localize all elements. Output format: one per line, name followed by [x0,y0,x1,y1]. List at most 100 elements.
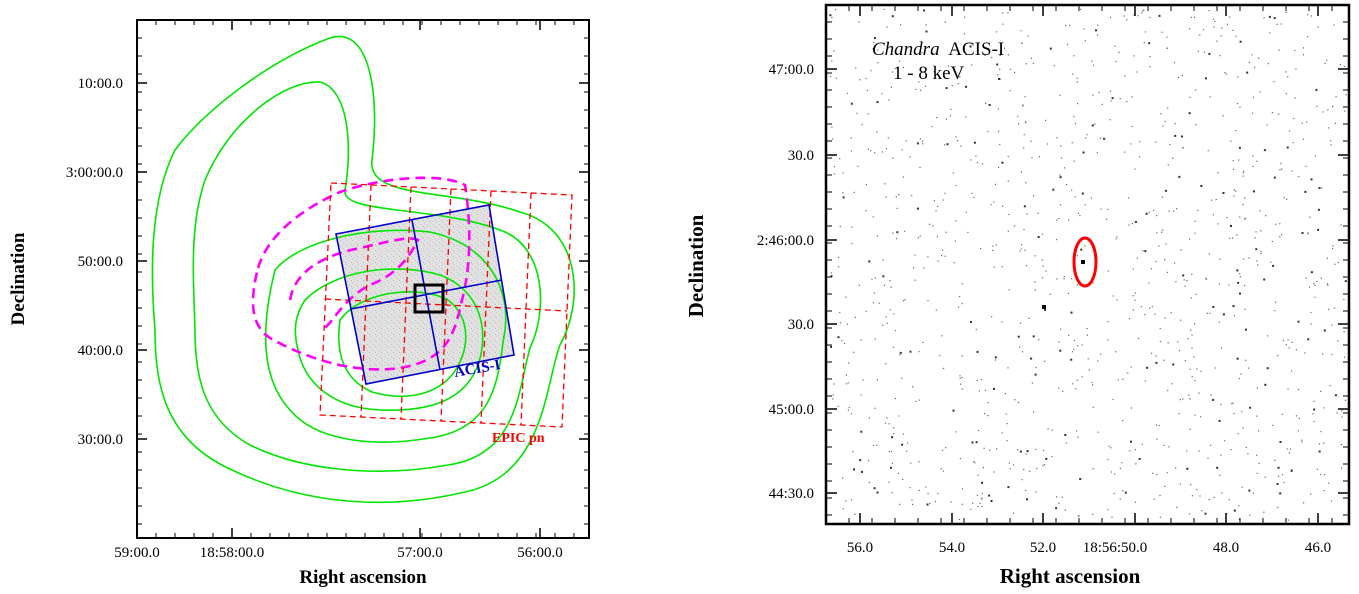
photon-event [1305,165,1307,167]
photon-event [965,85,967,88]
photon-event [902,176,904,178]
photon-event [975,328,977,331]
photon-event [1076,81,1078,83]
photon-event [1034,289,1036,291]
photon-event [1101,103,1103,105]
photon-event [890,86,892,88]
photon-event [1148,42,1151,45]
photon-event [1326,283,1328,285]
photon-event [889,309,891,311]
photon-event [854,513,856,515]
photon-event [901,149,903,151]
contours [151,35,575,504]
photon-event [1186,450,1188,452]
photon-event [918,489,920,491]
photon-event [1001,161,1004,164]
photon-event [1112,295,1114,297]
photon-event [1076,255,1078,257]
right-minor-ticks [825,4,1349,524]
photon-event [1038,339,1040,341]
photon-event [1019,450,1022,453]
photon-event [1059,174,1061,176]
photon-event [1077,436,1079,438]
photon-event [1344,110,1346,112]
photon-event [1024,122,1026,124]
photon-event [1275,223,1277,225]
photon-event [961,355,963,357]
photon-event [1012,464,1015,466]
photon-event [1082,151,1085,154]
photon-event [922,143,924,145]
photon-event [885,316,887,318]
photon-event [1020,30,1022,32]
photon-event [1069,24,1071,26]
photon-event [1332,247,1334,249]
photon-event [1066,43,1069,46]
photon-event [1285,11,1287,13]
photon-event [1172,157,1174,159]
photon-event [977,506,979,508]
photon-event [893,313,895,315]
photon-event [1021,42,1023,44]
photon-event [939,355,941,357]
photon-event [1034,255,1036,257]
photon-event [868,459,870,462]
photon-event [1019,322,1022,324]
photon-event [1063,276,1065,278]
photon-event [994,183,997,185]
photon-event [1279,169,1281,171]
photon-event [1060,145,1062,147]
photon-event [865,77,867,80]
photon-event [1217,172,1219,174]
photon-event [1001,321,1003,323]
photon-event [891,492,893,494]
photon-event [1150,268,1153,270]
photon-event [1107,459,1109,461]
photon-event [911,499,913,501]
photon-event [1271,112,1273,114]
photon-event [1077,103,1079,105]
photon-event [1186,280,1188,282]
photon-event [961,503,963,505]
photon-event [960,383,962,385]
photon-event [1254,66,1256,68]
photon-event [1108,445,1110,447]
photon-event [927,492,929,495]
photon-event [1196,489,1198,491]
photon-event [917,237,920,239]
photon-event [1200,416,1202,418]
photon-event [1177,76,1179,78]
photon-event [1331,353,1333,356]
right-y-tick-2: 30.0 [788,148,814,164]
photon-event [1022,105,1024,107]
photon-event [925,486,927,488]
photon-event [1264,476,1266,478]
photon-event [1282,339,1284,342]
photon-event [1209,96,1211,98]
photon-event [1025,453,1027,455]
photon-event [1113,492,1115,495]
photon-event [1077,345,1079,347]
photon-event [965,54,967,56]
photon-event [1292,142,1294,144]
photon-event [1242,175,1244,177]
photon-event [944,192,946,194]
photon-event [1340,443,1343,446]
photon-event [1030,140,1032,142]
photon-event [1129,450,1131,452]
photon-event [1059,349,1062,352]
photon-event [1110,447,1112,449]
photon-event [1167,389,1169,392]
photon-event [1110,100,1112,102]
left-y-tick-1: 10:00.0 [78,76,123,92]
photon-event [1025,489,1027,492]
photon-event [1239,273,1241,275]
energy-band-label: 1 - 8 keV [893,63,965,84]
photon-event [1337,262,1339,264]
photon-event [1086,334,1088,336]
photon-event [1124,491,1127,494]
photon-event [1341,410,1343,412]
photon-event [1160,113,1162,115]
photon-event [1239,216,1241,218]
photon-event [1152,209,1155,211]
